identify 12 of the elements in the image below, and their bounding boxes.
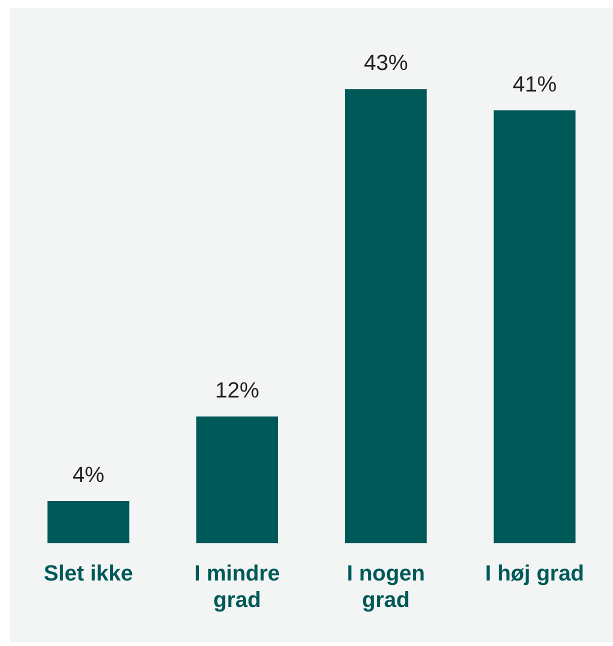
bar (494, 110, 576, 544)
data-label: 43% (364, 50, 408, 76)
data-label: 4% (72, 462, 104, 488)
data-label: 12% (215, 378, 260, 403)
x-tick-label: Slet ikke (44, 560, 134, 586)
x-tick-label: I nogen grad (346, 560, 425, 612)
bar (47, 500, 130, 544)
data-label: 41% (512, 71, 557, 96)
x-tick-label: I høj grad (485, 560, 584, 586)
x-tick-label: I mindre grad (194, 560, 280, 612)
bar (196, 416, 278, 544)
bar (344, 89, 427, 544)
